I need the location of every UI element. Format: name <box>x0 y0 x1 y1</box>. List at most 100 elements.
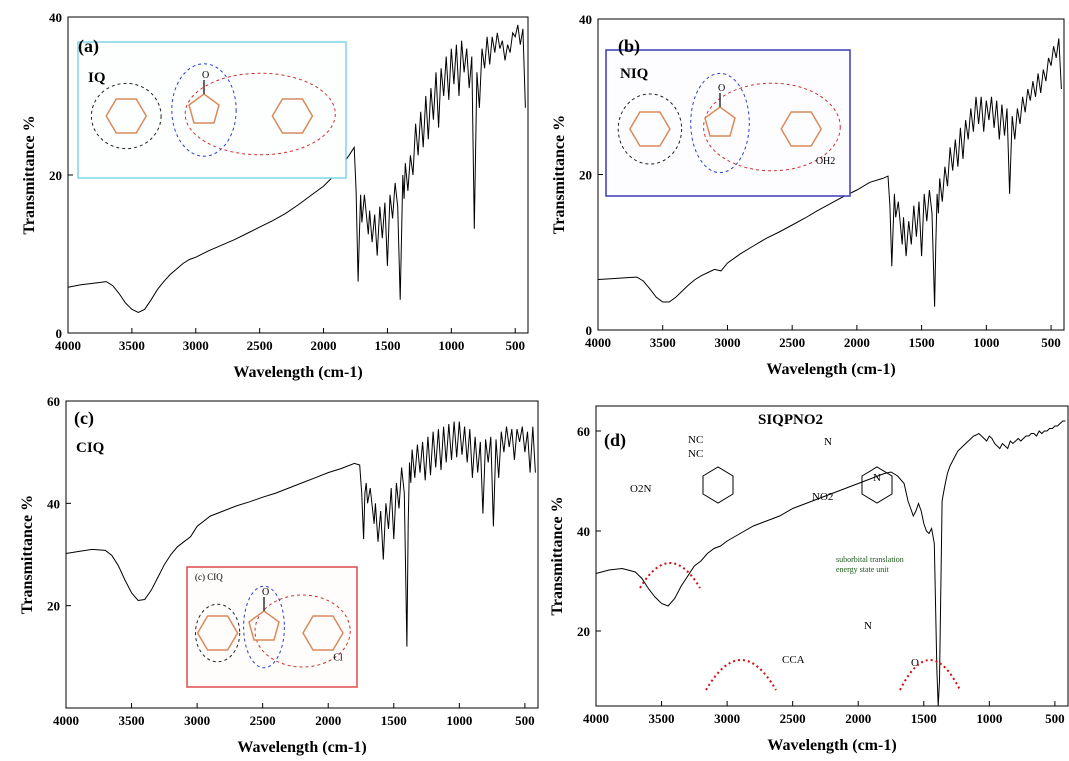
panel-a-inset-label: (a) <box>78 36 99 57</box>
panel-c-y-tick-label: 60 <box>47 394 60 409</box>
panel-d-inset-label: NC <box>688 448 703 460</box>
panel-d-inset-label: O2N <box>630 483 651 495</box>
panel-a-orbital-ring-icon <box>184 72 336 156</box>
panel-d-y-tick-label: 20 <box>577 624 590 639</box>
panel-a-y-tick-label: 40 <box>49 10 62 25</box>
panel-a-x-tick-label: 1000 <box>438 338 464 353</box>
panel-b-inset-label: OH2 <box>816 156 835 167</box>
panel-a-orbital-ring-icon <box>171 63 237 157</box>
panel-c-panel-label: (c) <box>74 408 94 429</box>
panel-c-plot-frame <box>65 400 539 709</box>
panel-a-orbital-ring-icon <box>90 82 162 150</box>
panel-c-x-tick-label: 500 <box>515 713 535 728</box>
panel-d-x-tick-label: 1500 <box>911 711 937 726</box>
panel-c-y-tick-label: 20 <box>47 599 60 614</box>
panel-a-pentagon-ring-icon <box>188 93 220 124</box>
panel-a-x-tick-label: 4000 <box>55 338 81 353</box>
panel-b-x-tick-label: 4000 <box>585 335 611 350</box>
panel-a-benzene-ring-icon <box>105 98 148 134</box>
panel-a-y-tick-label: 0 <box>56 326 63 341</box>
panel-c-sample-label: CIQ <box>76 440 105 456</box>
panel-d-x-tick-label: 3500 <box>649 711 675 726</box>
panel-a-x-tick-label: 500 <box>505 338 525 353</box>
panel-a-chart: 4000 3500 3000 2500 2000 1500 1000 500 0 20 40 Wave… <box>21 10 529 381</box>
panel-a-x-axis-title: Wavelength (cm-1) <box>233 364 362 381</box>
panel-b-y-tick-label: 40 <box>579 12 592 27</box>
panel-d-inset-label: CCA <box>782 654 805 666</box>
panel-c-inset-label: Cl <box>333 653 343 664</box>
panel-d-plot-frame <box>595 405 1069 707</box>
panel-b-x-tick-label: 500 <box>1041 335 1061 350</box>
panel-c-orbital-ring-icon <box>195 603 241 663</box>
panel-b-x-tick-label: 1500 <box>909 335 935 350</box>
panel-b-x-tick-label: 1000 <box>973 335 999 350</box>
panel-b-y-tick-label: 0 <box>586 323 593 338</box>
panel-c-x-axis-title: Wavelength (cm-1) <box>237 739 366 756</box>
panel-c-inset-label: O <box>262 587 269 598</box>
panel-b-spectrum-line <box>597 38 1062 307</box>
panel-b-x-axis-title: Wavelength (cm-1) <box>766 361 895 378</box>
panel-d-x-tick-label: 3000 <box>714 711 740 726</box>
panel-c-x-tick-label: 2000 <box>315 713 341 728</box>
panel-d-chart: 4000 3500 3000 2500 2000 1500 1000 500 20 40 60 Wav… <box>549 405 1069 754</box>
panel-b-orbital-ring-icon <box>690 72 750 174</box>
panel-c-y-axis-title: Transmittance % <box>19 495 36 614</box>
panel-a-x-tick-label: 2500 <box>247 338 273 353</box>
panel-d-benzene-ring-icon <box>861 466 893 504</box>
panel-d-sample-label: SIQPNO2 <box>758 412 823 428</box>
panel-b-y-tick-label: 20 <box>579 168 592 183</box>
panel-a-y-axis-title: Transmittance % <box>21 115 38 234</box>
panel-c-x-tick-label: 1500 <box>381 713 407 728</box>
panel-d-inset-label: energy state unit <box>836 565 890 574</box>
panel-d-y-axis-title: Transmittance % <box>549 496 566 615</box>
panel-d-inset-label: NC <box>688 434 703 446</box>
panel-c-x-tick-label: 4000 <box>53 713 79 728</box>
panel-c-inset-label: (c) CIQ <box>195 572 223 582</box>
panel-d-y-tick-label: 60 <box>577 424 590 439</box>
panel-d-orbital-arc-icon <box>899 659 961 691</box>
panel-c-orbital-ring-icon <box>254 594 351 668</box>
panel-a-benzene-ring-icon <box>271 98 314 134</box>
panel-b-structure-inset <box>605 49 851 197</box>
panel-b-y-axis-title: Transmittance % <box>551 115 568 234</box>
panel-d-x-tick-label: 2000 <box>845 711 871 726</box>
panel-d-inset-label: N <box>824 436 832 448</box>
panel-a-x-tick-label: 3500 <box>119 338 145 353</box>
panel-a-spectrum-line <box>67 24 526 314</box>
panel-a-x-tick-label: 3000 <box>183 338 209 353</box>
panel-d-spectrum-line <box>595 420 1066 707</box>
panel-b-x-tick-label: 3500 <box>650 335 676 350</box>
panel-a-structure-inset <box>77 41 347 179</box>
panel-d-inset-label: NO2 <box>812 491 833 503</box>
panel-c-x-tick-label: 2500 <box>250 713 276 728</box>
panel-c-x-tick-label: 1000 <box>446 713 472 728</box>
panel-d-x-tick-label: 2500 <box>780 711 806 726</box>
panel-d-x-tick-label: 500 <box>1045 711 1065 726</box>
panel-c-x-tick-label: 3500 <box>119 713 145 728</box>
panel-b-benzene-ring-icon <box>629 111 671 147</box>
panel-c-structure-inset <box>186 566 358 688</box>
panel-b-inset-label: O <box>718 83 725 94</box>
panel-b-orbital-ring-icon <box>703 82 841 172</box>
panel-d-benzene-ring-icon <box>702 466 734 504</box>
panel-c-benzene-ring-icon <box>302 615 344 651</box>
panel-d-panel-label: (d) <box>604 430 626 451</box>
panel-d-orbital-arc-icon <box>639 562 701 589</box>
panel-a-x-tick-label: 1500 <box>374 338 400 353</box>
panel-b-x-tick-label: 2000 <box>844 335 870 350</box>
panel-c-pentagon-ring-icon <box>248 610 280 641</box>
panel-c-spectrum-line <box>65 421 536 647</box>
panel-d-inset-label: N <box>864 620 872 632</box>
panel-b-x-tick-label: 3000 <box>714 335 740 350</box>
panel-a-inset-label: O <box>202 70 209 81</box>
panel-d-x-tick-label: 1000 <box>976 711 1002 726</box>
panel-d-x-tick-label: 4000 <box>583 711 609 726</box>
panel-d-x-axis-title: Wavelength (cm-1) <box>767 737 896 754</box>
panel-c-chart: 4000 3500 3000 2500 2000 1500 1000 500 20 40 60 Wav… <box>19 394 539 756</box>
panel-d-inset-label: N <box>873 472 881 484</box>
panel-d-inset-label: suborbital translation <box>836 555 904 564</box>
panel-c-y-tick-label: 40 <box>47 496 60 511</box>
panel-d-y-tick-label: 40 <box>577 524 590 539</box>
panel-b-pentagon-ring-icon <box>704 106 736 137</box>
